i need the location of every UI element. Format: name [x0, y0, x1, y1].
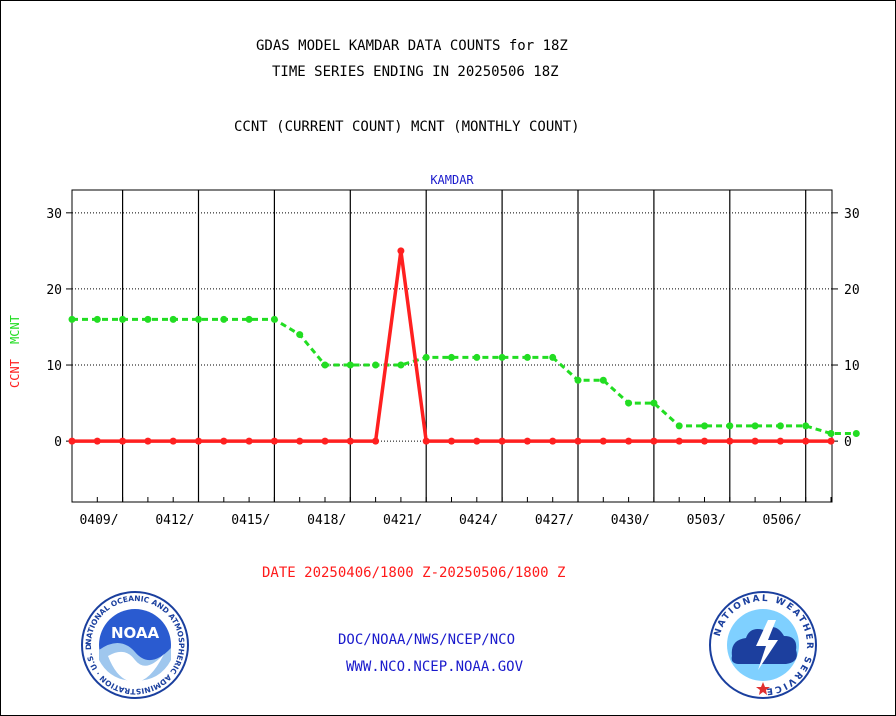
point-mcnt: [701, 422, 708, 430]
point-mcnt: [422, 353, 430, 361]
y-tick-label-left: 0: [54, 435, 62, 450]
chart-legend-description: CCNT (CURRENT COUNT) MCNT (MONTHLY COUNT…: [234, 119, 580, 135]
y-tick-label-right: 0: [844, 435, 852, 450]
point-ccnt: [599, 437, 607, 445]
x-tick-label: 0424/: [459, 513, 498, 528]
credit-line-agency: DOC/NOAA/NWS/NCEP/NCO: [338, 632, 516, 648]
point-ccnt: [751, 437, 759, 445]
series-line-mcnt: [72, 317, 857, 436]
point-mcnt: [448, 353, 455, 361]
point-ccnt: [144, 437, 152, 445]
y-tick-label-left: 10: [46, 359, 62, 374]
credit-line-website: WWW.NCO.NCEP.NOAA.GOV: [346, 659, 524, 675]
point-ccnt: [68, 437, 76, 445]
point-ccnt: [321, 437, 329, 445]
point-ccnt: [574, 437, 582, 445]
point-ccnt: [701, 437, 708, 445]
x-tick-label: 0418/: [307, 513, 346, 528]
point-ccnt: [245, 437, 253, 445]
noaa-logo-text: NOAA: [111, 624, 160, 642]
point-mcnt: [346, 361, 354, 369]
y-axis-label-ccnt: CCNT: [8, 359, 22, 388]
point-mcnt: [549, 353, 557, 361]
point-ccnt: [119, 437, 127, 445]
point-ccnt: [675, 437, 683, 445]
point-ccnt: [650, 437, 658, 445]
point-ccnt: [549, 437, 557, 445]
point-mcnt: [726, 422, 734, 430]
point-mcnt: [776, 422, 784, 430]
point-mcnt: [473, 353, 481, 361]
point-ccnt: [270, 437, 278, 445]
y-tick-label-right: 20: [844, 283, 860, 298]
point-mcnt: [751, 422, 759, 430]
point-ccnt: [473, 437, 481, 445]
point-ccnt: [346, 437, 354, 445]
point-ccnt: [625, 437, 633, 445]
point-mcnt: [144, 315, 152, 323]
point-ccnt: [448, 437, 455, 445]
point-ccnt: [523, 437, 531, 445]
x-tick-label: 0503/: [687, 513, 726, 528]
point-ccnt: [296, 437, 304, 445]
point-ccnt: [776, 437, 784, 445]
point-ccnt: [726, 437, 734, 445]
nws-logo-icon: NATIONAL WEATHER SERVICE: [709, 591, 817, 699]
point-ccnt: [498, 437, 506, 445]
point-ccnt: [372, 437, 380, 445]
point-mcnt: [119, 315, 127, 323]
point-mcnt: [68, 315, 76, 323]
y-axis-label-mcnt: MCNT: [8, 315, 22, 344]
point-mcnt: [372, 361, 380, 369]
x-tick-label: 0415/: [231, 513, 270, 528]
point-ccnt: [422, 437, 430, 445]
point-mcnt: [599, 376, 607, 384]
point-ccnt: [195, 437, 202, 445]
point-mcnt: [270, 315, 278, 323]
point-mcnt: [827, 430, 835, 438]
chart-subtitle: TIME SERIES ENDING IN 20250506 18Z: [272, 64, 559, 80]
point-mcnt: [650, 399, 658, 407]
point-mcnt: [498, 353, 506, 361]
point-ccnt: [220, 437, 228, 445]
y-tick-label-right: 30: [844, 207, 860, 222]
chart-title: GDAS MODEL KAMDAR DATA COUNTS for 18Z: [256, 38, 568, 54]
point-mcnt: [195, 315, 202, 323]
point-mcnt: [625, 399, 633, 407]
point-mcnt: [220, 315, 228, 323]
series-line-ccnt: [72, 250, 831, 443]
point-mcnt: [852, 430, 860, 438]
point-mcnt: [245, 315, 253, 323]
point-mcnt: [574, 376, 582, 384]
x-tick-label: 0506/: [763, 513, 802, 528]
y-tick-label-right: 10: [844, 359, 860, 374]
panel-title: KAMDAR: [430, 173, 474, 187]
x-tick-label: 0409/: [79, 513, 118, 528]
plot-area: [71, 189, 833, 503]
point-ccnt: [802, 437, 810, 445]
x-tick-label: 0421/: [383, 513, 422, 528]
x-tick-label: 0430/: [611, 513, 650, 528]
date-range-label: DATE 20250406/1800 Z-20250506/1800 Z: [262, 565, 566, 581]
point-mcnt: [321, 361, 329, 369]
x-tick-label: 0427/: [535, 513, 574, 528]
y-tick-label-left: 20: [46, 283, 62, 298]
point-ccnt: [169, 437, 177, 445]
x-tick-label: 0412/: [155, 513, 194, 528]
point-ccnt: [397, 247, 405, 255]
point-mcnt: [93, 315, 101, 323]
point-mcnt: [523, 353, 531, 361]
point-mcnt: [802, 422, 810, 430]
point-ccnt: [827, 437, 835, 445]
point-mcnt: [169, 315, 177, 323]
point-ccnt: [93, 437, 101, 445]
noaa-logo-icon: NATIONAL OCEANIC AND ATMOSPHERIC ADMINIS…: [80, 590, 189, 699]
point-mcnt: [397, 361, 405, 369]
point-mcnt: [296, 331, 304, 339]
point-mcnt: [675, 422, 683, 430]
y-tick-label-left: 30: [46, 207, 62, 222]
